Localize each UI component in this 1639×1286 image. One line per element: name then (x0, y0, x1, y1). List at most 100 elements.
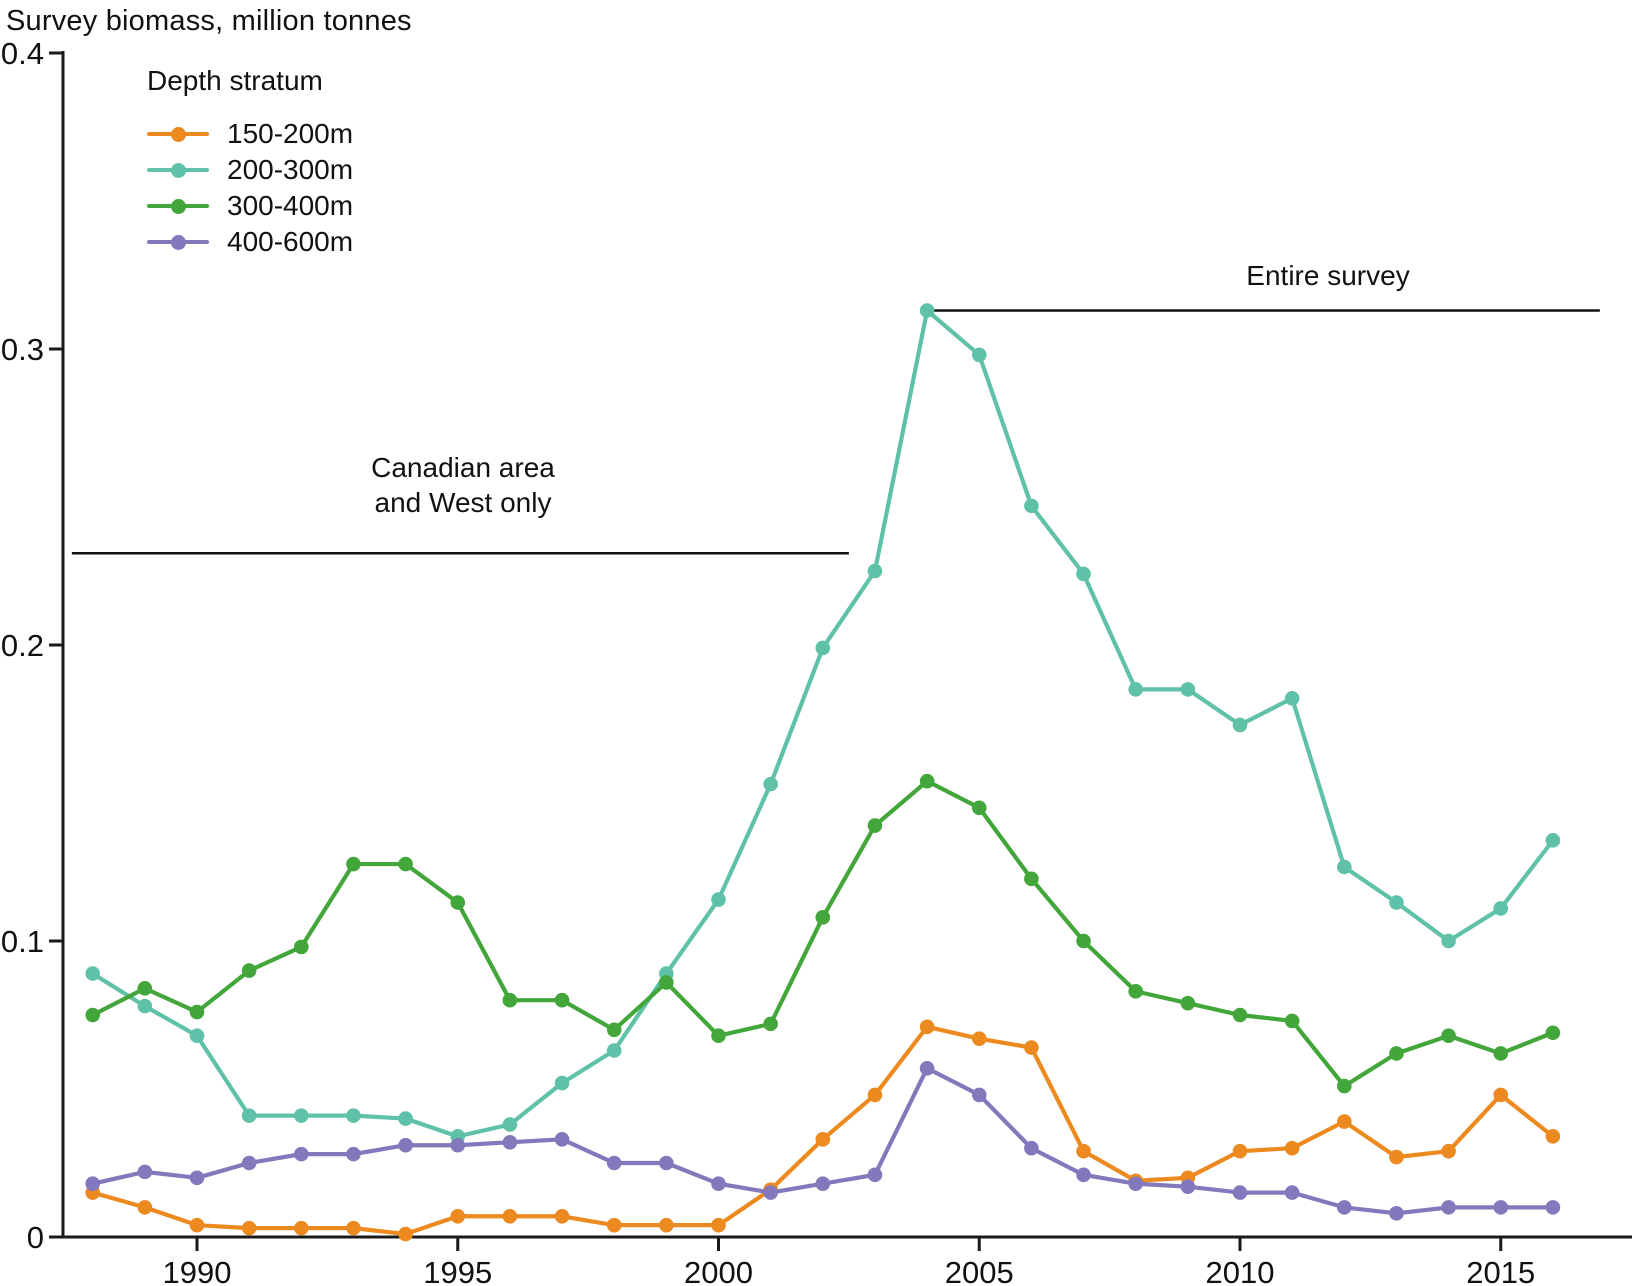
data-point-150-200m-2011 (1284, 1140, 1300, 1156)
x-tick-label: 2010 (1206, 1255, 1275, 1286)
data-point-400-600m-2006 (1024, 1140, 1039, 1156)
data-point-300-400m-2011 (1284, 1013, 1300, 1029)
data-point-400-600m-2001 (763, 1185, 778, 1200)
data-point-300-400m-2000 (711, 1028, 726, 1044)
data-point-200-300m-1993 (346, 1108, 361, 1123)
data-point-300-400m-1993 (346, 856, 361, 872)
data-point-200-300m-1997 (554, 1075, 570, 1091)
data-point-150-200m-2016 (1545, 1129, 1561, 1144)
data-point-200-300m-2011 (1284, 690, 1300, 706)
data-point-200-300m-2000 (711, 892, 726, 907)
data-point-300-400m-1996 (502, 992, 518, 1008)
data-point-400-600m-2000 (711, 1176, 726, 1192)
data-point-300-400m-1999 (659, 975, 674, 990)
data-point-150-200m-1995 (450, 1208, 466, 1224)
data-point-400-600m-2004 (919, 1060, 935, 1076)
data-point-400-600m-2014 (1441, 1200, 1456, 1215)
data-point-300-400m-2005 (971, 800, 987, 816)
data-point-200-300m-2002 (815, 640, 831, 656)
data-point-300-400m-1992 (294, 939, 309, 955)
data-point-400-600m-2003 (867, 1167, 883, 1183)
data-point-300-400m-2015 (1493, 1046, 1509, 1061)
data-point-200-300m-1996 (502, 1117, 518, 1132)
annotation-line-1: Canadian area (371, 452, 555, 483)
legend: Depth stratum 150-200m 200-300m 300-400m 40… (147, 64, 353, 260)
data-point-150-200m-2002 (815, 1132, 831, 1147)
data-point-400-600m-2002 (815, 1176, 831, 1192)
series-line-200-300m (90, 308, 1556, 1139)
data-point-400-600m-2012 (1337, 1200, 1352, 1215)
data-point-150-200m-1990 (189, 1217, 205, 1233)
data-point-200-300m-1994 (398, 1111, 413, 1126)
data-point-300-400m-2013 (1389, 1046, 1404, 1061)
data-point-150-200m-1997 (554, 1208, 570, 1224)
legend-item-label: 200-300m (227, 154, 354, 185)
data-point-400-600m-1990 (189, 1170, 205, 1186)
data-point-300-400m-2012 (1337, 1078, 1352, 1094)
data-point-150-200m-1993 (346, 1220, 361, 1236)
data-point-300-400m-2002 (815, 910, 831, 925)
data-point-200-300m-1988 (85, 966, 100, 981)
data-point-400-600m-2009 (1180, 1179, 1196, 1194)
data-point-300-400m-2007 (1076, 933, 1091, 949)
data-point-200-300m-2009 (1180, 682, 1196, 697)
data-point-200-300m-1991 (241, 1108, 257, 1123)
data-point-150-200m-2010 (1232, 1143, 1248, 1159)
data-point-200-300m-2008 (1128, 682, 1143, 697)
data-point-150-200m-2013 (1389, 1149, 1404, 1165)
data-point-200-300m-2012 (1337, 859, 1352, 875)
data-point-300-400m-2016 (1545, 1025, 1561, 1041)
data-point-300-400m-1995 (450, 895, 466, 910)
data-point-300-400m-2006 (1024, 871, 1039, 887)
annotation-line-2: and West only (374, 487, 552, 518)
data-point-200-300m-2013 (1389, 895, 1404, 910)
data-point-400-600m-1999 (659, 1155, 674, 1171)
data-point-150-200m-1992 (294, 1220, 309, 1236)
data-point-400-600m-1996 (502, 1134, 518, 1150)
data-point-400-600m-2015 (1493, 1200, 1509, 1215)
y-tick-label: 0 (27, 1220, 44, 1255)
legend-item-label: 400-600m (227, 226, 354, 257)
y-tick-label: 0.2 (1, 628, 44, 663)
x-tick-label: 2015 (1466, 1255, 1535, 1286)
data-point-300-400m-2014 (1441, 1028, 1456, 1044)
data-point-300-400m-2004 (919, 773, 935, 789)
data-point-400-600m-1989 (137, 1164, 153, 1180)
data-point-300-400m-1998 (606, 1022, 622, 1038)
y-tick-label: 0.4 (1, 36, 44, 71)
legend-item-150-200m: 150-200m (147, 116, 353, 152)
data-point-200-300m-2006 (1024, 498, 1039, 514)
data-point-200-300m-1989 (137, 998, 153, 1014)
data-point-200-300m-2016 (1545, 833, 1561, 848)
data-point-200-300m-2015 (1493, 901, 1509, 916)
data-point-300-400m-2010 (1232, 1007, 1248, 1023)
data-point-400-600m-1993 (346, 1146, 361, 1162)
data-point-150-200m-2000 (711, 1217, 726, 1233)
data-point-150-200m-2015 (1493, 1087, 1509, 1103)
data-point-300-400m-1994 (398, 856, 413, 872)
legend-marker-icon (147, 234, 209, 250)
data-point-150-200m-2005 (971, 1031, 987, 1046)
data-point-400-600m-2007 (1076, 1167, 1091, 1183)
x-tick-label: 2000 (684, 1255, 753, 1286)
data-point-150-200m-1991 (241, 1220, 257, 1236)
data-point-400-600m-2011 (1284, 1185, 1300, 1200)
data-point-400-600m-2008 (1128, 1176, 1143, 1192)
data-point-300-400m-2009 (1180, 995, 1196, 1011)
x-tick-label: 1990 (163, 1255, 232, 1286)
legend-title: Depth stratum (147, 65, 323, 96)
data-point-400-600m-1992 (294, 1146, 309, 1162)
legend-item-label: 300-400m (227, 190, 354, 221)
data-point-400-600m-2005 (971, 1087, 987, 1103)
legend-marker-icon (147, 126, 209, 142)
data-point-400-600m-2016 (1545, 1200, 1561, 1215)
data-point-200-300m-2010 (1232, 717, 1248, 733)
data-point-400-600m-1994 (398, 1137, 413, 1153)
data-point-300-400m-1990 (189, 1004, 205, 1020)
data-point-300-400m-2003 (867, 818, 883, 833)
data-point-300-400m-1988 (85, 1007, 100, 1023)
data-point-200-300m-1998 (606, 1043, 622, 1058)
data-point-150-200m-1999 (659, 1217, 674, 1233)
